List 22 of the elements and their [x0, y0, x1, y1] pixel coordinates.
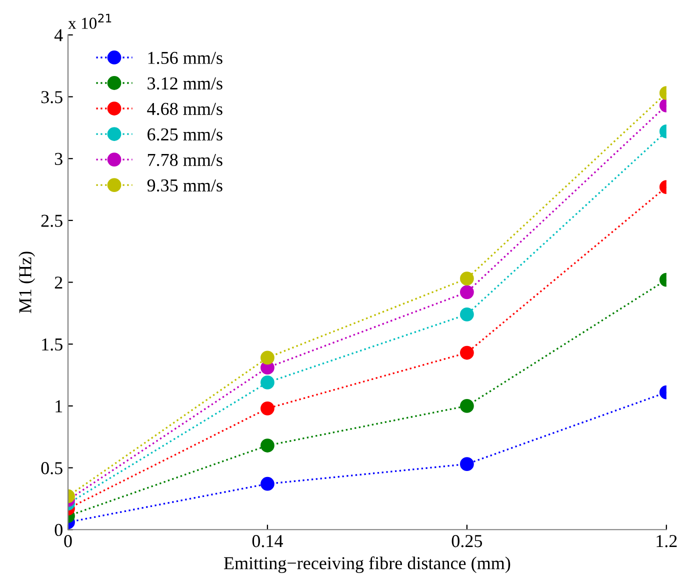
legend-label: 1.56 mm/s [148, 52, 222, 64]
legend-label: 9.35 mm/s [147, 179, 222, 192]
legend-label: 3.12 mm/s [148, 77, 222, 90]
y-tick-label: 3.5 [41, 91, 62, 104]
x-tick-label: 0 [64, 535, 72, 548]
legend-label: 4.68 mm/s [147, 102, 222, 116]
y-tick-label: 1.5 [42, 338, 62, 351]
y-tick-label: 1 [56, 400, 62, 412]
y-tick-label: 3 [54, 152, 62, 166]
x-tick-label: 0.14 [252, 535, 283, 548]
x-tick-label: 1.2 [656, 535, 677, 548]
legend-label: 6.25 mm/s [148, 128, 222, 141]
y-tick-label: 0 [54, 524, 62, 536]
y-tick-label: 0.5 [41, 462, 62, 474]
y-tick-label: 4 [54, 29, 63, 42]
x-axis-title: Emitting−receiving fibre distance (mm) [224, 556, 510, 574]
y-tick-label: 2 [54, 276, 62, 289]
x-tick-label: 0.25 [452, 535, 482, 548]
y-axis-title: M1 (Hz) [18, 252, 36, 314]
y-tick-label: 2.5 [41, 214, 62, 227]
text: x 10$^{21}$ [68, 14, 112, 29]
legend-label: 7.78 mm/s [148, 154, 222, 166]
